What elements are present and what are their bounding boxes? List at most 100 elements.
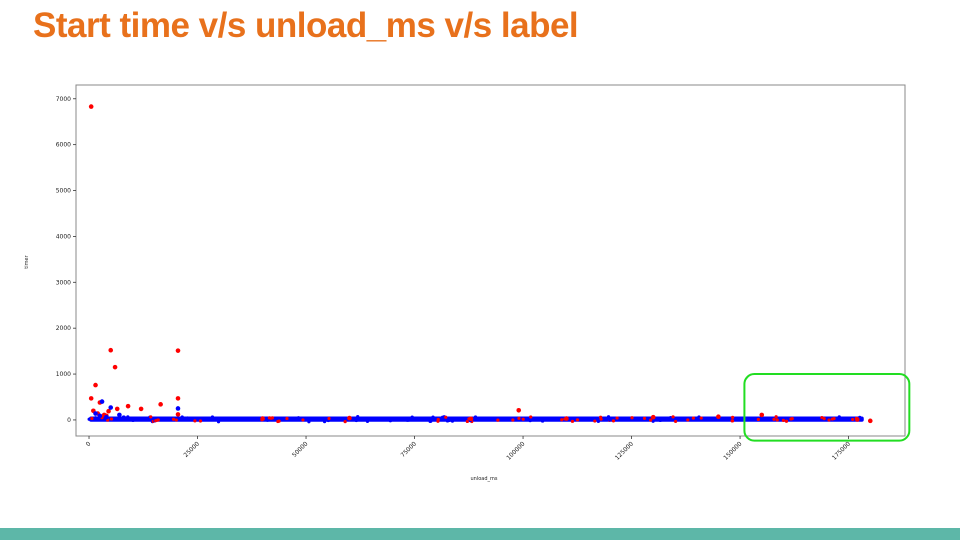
band-point bbox=[668, 416, 673, 420]
slide-title: Start time v/s unload_ms v/s label bbox=[33, 6, 579, 45]
band-point bbox=[570, 419, 575, 423]
y-tick-label: 4000 bbox=[56, 233, 71, 240]
scatter-point bbox=[138, 406, 144, 412]
band-point bbox=[691, 416, 695, 420]
scatter-point bbox=[158, 402, 163, 407]
band-point bbox=[281, 418, 285, 422]
band-point bbox=[554, 418, 558, 422]
scatter-points bbox=[88, 104, 873, 424]
footer-bar bbox=[0, 528, 960, 540]
plot-area bbox=[75, 84, 906, 437]
x-tick-label: 175000 bbox=[831, 440, 852, 461]
band-point bbox=[790, 417, 794, 421]
band-point bbox=[630, 416, 634, 420]
band-point bbox=[699, 416, 703, 420]
band-point bbox=[837, 415, 841, 419]
y-axis: 0 1000 2000 3000 4000 5000 6000 7000 bbox=[56, 96, 76, 424]
scatter-point bbox=[106, 408, 111, 414]
band-point bbox=[511, 418, 515, 422]
band-point bbox=[356, 415, 360, 419]
band-point bbox=[575, 418, 580, 422]
band-point bbox=[649, 418, 653, 422]
band-point bbox=[193, 419, 197, 423]
band-point bbox=[301, 418, 305, 422]
band-point bbox=[174, 418, 178, 422]
band-point bbox=[131, 418, 135, 423]
highlight-box bbox=[743, 373, 911, 442]
scatter-point bbox=[468, 416, 474, 422]
scatter-point bbox=[564, 416, 569, 421]
band-point bbox=[156, 418, 160, 422]
band-point bbox=[686, 418, 690, 422]
band-point bbox=[444, 415, 448, 419]
band-point bbox=[500, 417, 504, 421]
scatter-point bbox=[104, 414, 109, 420]
band-point bbox=[450, 419, 455, 423]
band-point bbox=[832, 416, 836, 421]
scatter-point bbox=[97, 413, 103, 419]
band-point bbox=[87, 417, 91, 421]
scatter-point bbox=[88, 396, 94, 401]
band-point bbox=[606, 415, 611, 419]
scatter-point bbox=[867, 418, 873, 424]
band-point bbox=[277, 419, 281, 423]
scatter-point bbox=[650, 414, 656, 420]
band-point bbox=[127, 418, 131, 422]
band-point bbox=[327, 416, 331, 421]
band-point bbox=[93, 416, 98, 420]
band-point bbox=[270, 416, 275, 420]
band-point bbox=[774, 415, 778, 419]
scatter-point bbox=[175, 412, 181, 417]
band-point bbox=[149, 415, 153, 419]
band-point bbox=[354, 418, 358, 423]
y-tick-label: 6000 bbox=[56, 142, 71, 149]
band-point bbox=[671, 415, 675, 419]
band-point bbox=[365, 419, 370, 423]
band-point bbox=[186, 416, 190, 420]
band-point bbox=[772, 417, 776, 421]
scatter-point bbox=[175, 406, 181, 411]
band-point bbox=[180, 415, 184, 419]
scatter-point bbox=[125, 403, 131, 409]
band-point bbox=[615, 416, 619, 420]
scatter-point bbox=[516, 408, 522, 413]
band-point bbox=[126, 415, 130, 419]
x-axis-label: unload_ms bbox=[471, 476, 498, 482]
y-axis-label: timer bbox=[24, 254, 30, 268]
band-point bbox=[183, 418, 187, 422]
y-tick-label: 5000 bbox=[56, 188, 71, 195]
band-point bbox=[322, 420, 327, 424]
x-tick-label: 150000 bbox=[722, 440, 743, 461]
band-point bbox=[171, 417, 176, 421]
band-point bbox=[431, 415, 435, 419]
band-point bbox=[296, 416, 301, 420]
scatter-point bbox=[716, 414, 721, 420]
band-point bbox=[731, 415, 735, 419]
band-point bbox=[781, 418, 785, 422]
band-point bbox=[465, 419, 469, 424]
band-point bbox=[529, 415, 533, 419]
scatter-point bbox=[347, 415, 352, 421]
band-point bbox=[528, 419, 532, 423]
scatter-point bbox=[108, 405, 114, 410]
scatter-point bbox=[854, 417, 860, 422]
band-point bbox=[109, 417, 114, 421]
band-point bbox=[233, 417, 238, 422]
band-point bbox=[593, 419, 597, 423]
band-point bbox=[210, 415, 215, 419]
band-point bbox=[756, 417, 760, 422]
band-point bbox=[410, 415, 414, 419]
band-point bbox=[851, 417, 855, 422]
band-point bbox=[265, 418, 270, 422]
band-point bbox=[521, 417, 525, 421]
band-point bbox=[90, 416, 94, 421]
scatter-point bbox=[175, 396, 181, 401]
band-point bbox=[663, 417, 667, 421]
band-point bbox=[307, 420, 311, 424]
scatter-point bbox=[112, 364, 118, 370]
band-point bbox=[254, 418, 258, 422]
scatter-point bbox=[108, 347, 114, 353]
band-point bbox=[407, 418, 411, 422]
y-tick-label: 0 bbox=[67, 417, 71, 424]
